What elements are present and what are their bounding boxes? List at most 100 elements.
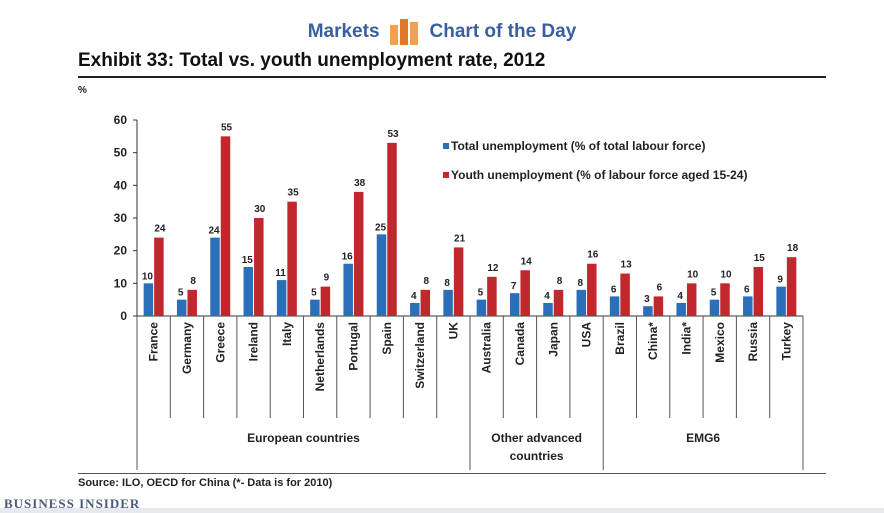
y-tick-label: 20 bbox=[114, 244, 128, 258]
title-divider bbox=[78, 76, 826, 78]
group-label: Other advanced bbox=[491, 431, 582, 445]
bar-youth-2 bbox=[220, 136, 231, 316]
bar-total-10 bbox=[476, 299, 487, 316]
bar-total-5 bbox=[310, 299, 320, 316]
data-label-youth: 35 bbox=[288, 188, 300, 199]
source-note: Source: ILO, OECD for China (*- Data is … bbox=[78, 477, 333, 489]
category-label: Ireland bbox=[247, 322, 261, 361]
legend-label: Youth unemployment (% of labour force ag… bbox=[451, 168, 747, 182]
data-label-total: 16 bbox=[342, 252, 354, 263]
legend-label: Total unemployment (% of total labour fo… bbox=[451, 139, 705, 153]
bar-youth-11 bbox=[520, 270, 530, 316]
bar-total-17 bbox=[709, 299, 720, 316]
data-label-youth: 16 bbox=[587, 250, 599, 261]
bottom-strip bbox=[0, 508, 884, 513]
data-label-youth: 10 bbox=[720, 269, 732, 280]
bar-youth-19 bbox=[786, 257, 797, 316]
data-label-youth: 14 bbox=[521, 256, 533, 267]
category-label: Portugal bbox=[346, 322, 360, 371]
data-label-total: 11 bbox=[275, 268, 286, 279]
category-label: Canada bbox=[513, 322, 527, 366]
bar-total-4 bbox=[276, 280, 287, 316]
data-label-total: 15 bbox=[242, 255, 254, 266]
brand-logo: BUSINESS INSIDER bbox=[4, 496, 141, 511]
data-label-total: 6 bbox=[744, 284, 750, 295]
category-label: USA bbox=[580, 322, 594, 348]
bar-youth-14 bbox=[620, 273, 630, 316]
y-tick-label: 0 bbox=[120, 309, 127, 323]
data-label-total: 5 bbox=[711, 288, 717, 299]
data-label-youth: 8 bbox=[557, 276, 563, 287]
bar-youth-12 bbox=[553, 289, 564, 316]
group-label: countries bbox=[510, 449, 564, 463]
bar-total-9 bbox=[443, 289, 453, 316]
data-label-youth: 21 bbox=[454, 233, 466, 244]
bar-youth-5 bbox=[320, 286, 331, 316]
data-label-total: 5 bbox=[478, 288, 484, 299]
data-label-total: 4 bbox=[677, 291, 683, 302]
y-tick-label: 40 bbox=[114, 178, 128, 192]
category-label: Netherlands bbox=[313, 322, 327, 392]
category-label: France bbox=[147, 322, 161, 362]
y-tick-label: 60 bbox=[114, 113, 128, 127]
category-label: Switzerland bbox=[413, 322, 427, 389]
bar-total-0 bbox=[143, 283, 154, 316]
data-label-total: 5 bbox=[178, 288, 184, 299]
data-label-total: 8 bbox=[444, 278, 450, 289]
bar-youth-7 bbox=[387, 142, 397, 316]
y-tick-label: 30 bbox=[114, 211, 128, 225]
bar-youth-4 bbox=[287, 201, 297, 316]
bar-youth-0 bbox=[154, 237, 164, 316]
bar-total-13 bbox=[576, 289, 587, 316]
bar-total-2 bbox=[210, 237, 220, 316]
header-bar: Markets Chart of the Day bbox=[0, 12, 884, 52]
header-chart-of-day-label: Chart of the Day bbox=[429, 21, 577, 42]
bar-youth-13 bbox=[587, 263, 597, 316]
data-label-youth: 38 bbox=[354, 178, 366, 189]
bar-youth-17 bbox=[720, 283, 730, 316]
exhibit-title: Exhibit 33: Total vs. youth unemployment… bbox=[78, 50, 546, 71]
bar-total-7 bbox=[376, 234, 387, 316]
group-label: European countries bbox=[247, 431, 360, 445]
data-label-youth: 18 bbox=[787, 243, 799, 254]
data-label-youth: 53 bbox=[387, 129, 399, 140]
bar-total-19 bbox=[776, 286, 786, 316]
data-label-total: 9 bbox=[777, 275, 783, 286]
category-label: Russia bbox=[746, 322, 760, 362]
category-label: Italy bbox=[280, 322, 294, 346]
y-axis-unit-label: % bbox=[78, 85, 87, 96]
data-label-total: 3 bbox=[644, 294, 650, 305]
data-label-youth: 55 bbox=[221, 122, 233, 133]
bar-total-12 bbox=[543, 302, 553, 316]
bar-youth-9 bbox=[453, 247, 464, 316]
bar-youth-8 bbox=[420, 289, 431, 316]
category-label: Brazil bbox=[613, 322, 627, 355]
bar-youth-16 bbox=[686, 283, 697, 316]
data-label-youth: 8 bbox=[424, 276, 430, 287]
bar-total-1 bbox=[176, 299, 187, 316]
category-label: Greece bbox=[213, 322, 227, 363]
data-label-youth: 9 bbox=[324, 273, 330, 284]
bar-total-6 bbox=[343, 263, 353, 316]
data-label-youth: 24 bbox=[154, 224, 166, 235]
legend-swatch bbox=[443, 172, 449, 178]
bar-total-18 bbox=[743, 296, 753, 316]
bar-total-15 bbox=[643, 306, 653, 316]
data-label-youth: 12 bbox=[487, 263, 499, 274]
header-markets-label: Markets bbox=[307, 21, 380, 42]
data-label-total: 10 bbox=[142, 271, 154, 282]
category-label: Mexico bbox=[713, 322, 727, 363]
data-label-youth: 13 bbox=[621, 260, 633, 271]
group-label: EMG6 bbox=[686, 431, 720, 445]
bar-youth-3 bbox=[254, 218, 264, 316]
category-label: UK bbox=[446, 322, 460, 340]
category-label: Japan bbox=[546, 322, 560, 357]
bar-youth-18 bbox=[753, 267, 764, 316]
data-label-total: 7 bbox=[511, 281, 517, 292]
bar-total-11 bbox=[509, 293, 520, 316]
data-label-total: 6 bbox=[611, 284, 617, 295]
category-label: Australia bbox=[480, 322, 494, 374]
data-label-total: 4 bbox=[411, 291, 417, 302]
data-label-total: 4 bbox=[544, 291, 550, 302]
